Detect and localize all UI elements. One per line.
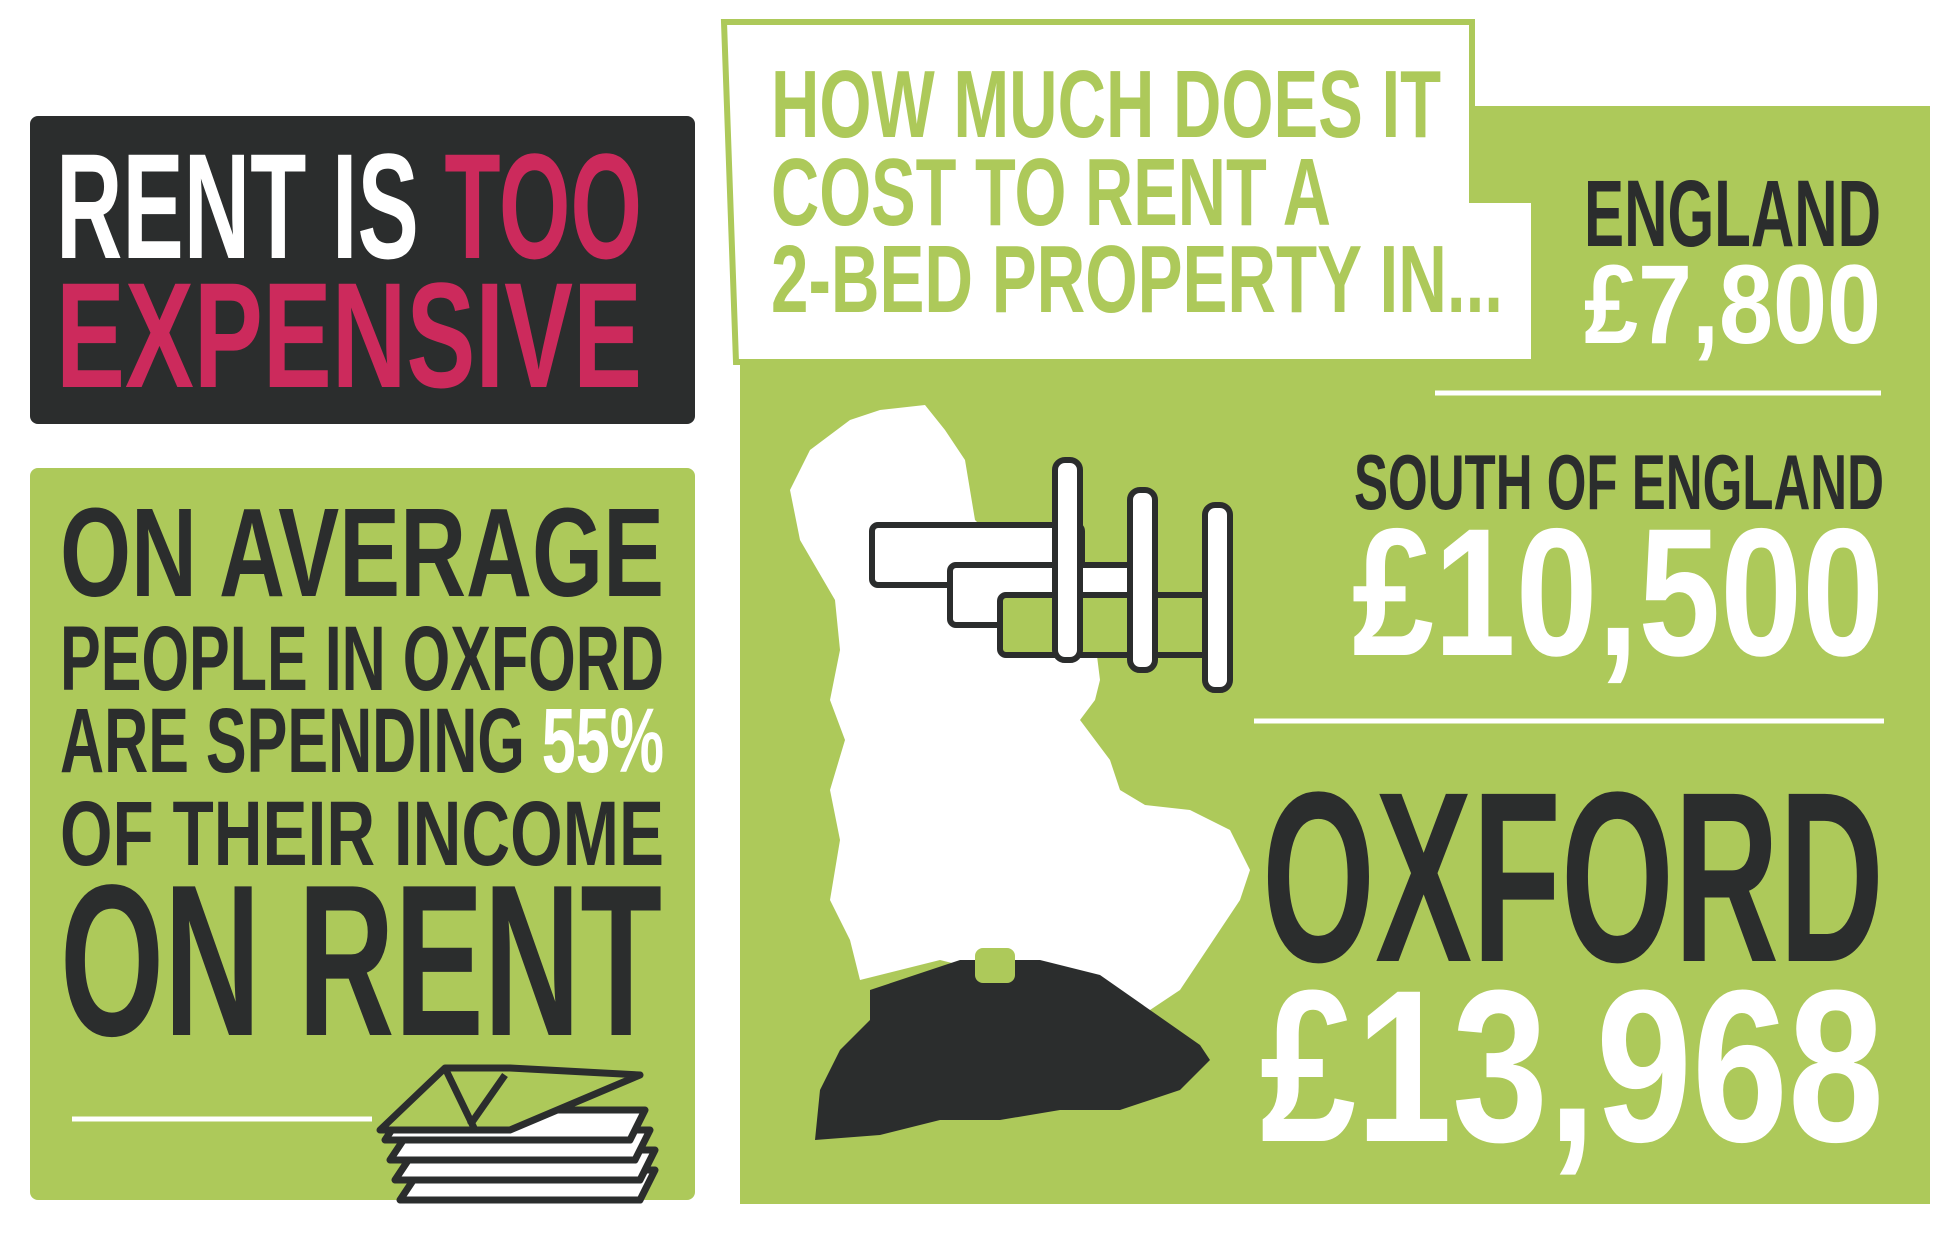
average-line: ARE SPENDING 55% <box>60 690 664 792</box>
question-line: HOW MUCH DOES IT <box>771 51 1441 158</box>
cost-place: OXFORD <box>1262 742 1884 1013</box>
cost-amount: £13,968 <box>1260 945 1884 1187</box>
average-box <box>30 468 695 1200</box>
money-icon <box>376 1064 659 1204</box>
cost-place: SOUTH OF ENGLAND <box>1354 438 1884 526</box>
bed-icons <box>869 457 1233 693</box>
cost-amount: £10,500 <box>1352 490 1884 694</box>
question-line: COST TO RENT A <box>771 139 1331 246</box>
average-text: ARE SPENDING <box>60 690 525 792</box>
headline-text: RENT IS <box>56 122 419 290</box>
question-box <box>720 19 1537 365</box>
average-line: PEOPLE IN OXFORD <box>60 608 664 710</box>
headline-box <box>30 116 695 424</box>
headline-highlight: TOO <box>444 122 642 290</box>
average-line: ON RENT <box>60 839 662 1081</box>
headline-line: RENT IS TOO <box>56 122 642 290</box>
average-line: OF THEIR INCOME <box>60 783 664 885</box>
cost-place: ENGLAND <box>1584 161 1881 267</box>
average-highlight: 55% <box>542 690 664 792</box>
question-line: 2-BED PROPERTY IN... <box>771 226 1503 333</box>
average-line: ON AVERAGE <box>60 482 664 623</box>
headline-line: EXPENSIVE <box>56 251 642 419</box>
cost-amount: £7,800 <box>1584 242 1881 367</box>
